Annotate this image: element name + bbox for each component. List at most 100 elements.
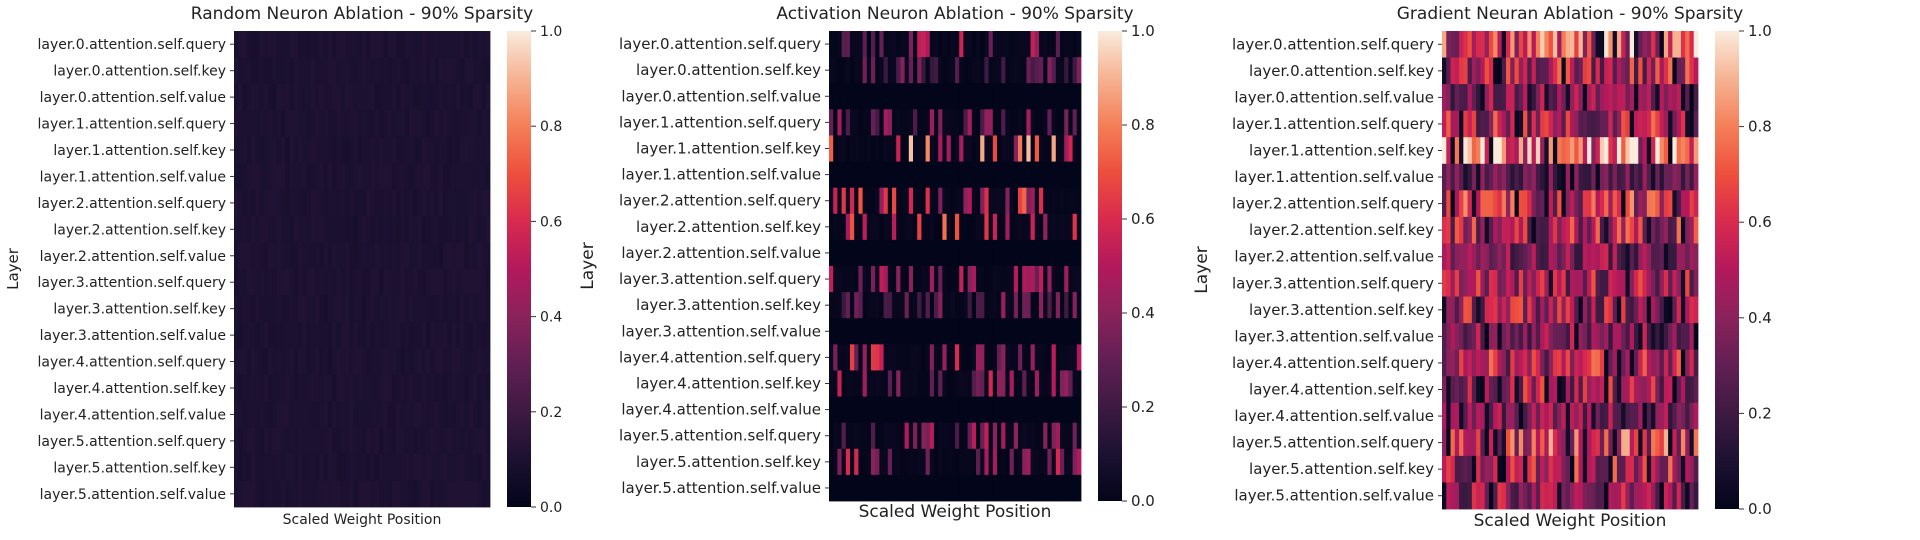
heatmap-cell xyxy=(917,396,922,424)
heatmap-cell xyxy=(967,187,973,215)
heatmap-cell xyxy=(1497,482,1503,510)
heatmap-cell xyxy=(1026,474,1031,502)
heatmap-cell xyxy=(913,31,918,58)
heatmap-cell xyxy=(438,57,444,85)
row-label: layer.0.attention.self.key xyxy=(636,61,821,79)
heatmap-cell xyxy=(1552,31,1558,58)
heatmap-cell xyxy=(289,110,295,138)
heatmap-cell xyxy=(1540,429,1545,457)
heatmap-cell xyxy=(319,427,324,455)
heatmap-cell xyxy=(417,110,423,138)
heatmap-cell xyxy=(1676,110,1682,138)
heatmap-cell xyxy=(340,83,346,111)
colorbar-tick-label: 0.0 xyxy=(1131,492,1155,510)
heatmap-cell xyxy=(1064,292,1069,319)
heatmap-cell xyxy=(1022,292,1027,319)
heatmap-cell xyxy=(1621,190,1626,218)
heatmap-cell xyxy=(379,31,384,58)
heatmap-cell xyxy=(302,136,307,164)
heatmap-cell xyxy=(302,57,307,85)
heatmap-cell xyxy=(327,269,333,296)
heatmap-cell xyxy=(1599,270,1605,297)
heatmap-cell xyxy=(963,187,968,215)
heatmap-cell xyxy=(1621,243,1626,271)
heatmap-cell xyxy=(259,401,265,429)
heatmap-cell xyxy=(1463,376,1468,404)
heatmap-cell xyxy=(1591,110,1596,138)
heatmap-cell xyxy=(992,83,998,110)
heatmap-cell xyxy=(332,83,337,111)
heatmap-cell xyxy=(293,57,299,85)
heatmap-cell xyxy=(1540,243,1545,271)
row-label: layer.4.attention.self.key xyxy=(1249,381,1434,399)
heatmap-cell xyxy=(1497,190,1503,218)
heatmap-cell xyxy=(917,344,922,371)
heatmap-cell xyxy=(850,448,855,476)
heatmap-cell xyxy=(1642,296,1648,324)
heatmap-cell xyxy=(268,454,273,481)
heatmap-cell xyxy=(289,454,295,481)
heatmap-cell xyxy=(280,31,286,58)
heatmap-cell xyxy=(1009,292,1015,319)
heatmap-cell xyxy=(1527,110,1532,138)
heatmap-cell xyxy=(946,57,952,84)
heatmap-cell xyxy=(1523,57,1528,85)
heatmap-cell xyxy=(883,448,889,476)
heatmap-cell xyxy=(1497,429,1503,457)
heatmap-cell xyxy=(408,136,414,164)
heatmap-cell xyxy=(438,374,444,402)
heatmap-cell xyxy=(934,266,939,293)
heatmap-cell xyxy=(1552,376,1558,404)
heatmap-cell xyxy=(408,269,414,296)
heatmap-cell xyxy=(481,110,487,138)
heatmap-cell xyxy=(1026,292,1031,319)
heatmap-cell xyxy=(1471,137,1477,165)
heatmap-cell xyxy=(323,189,329,217)
heatmap-cell xyxy=(404,454,410,481)
heatmap-cell xyxy=(1484,455,1490,483)
chart-title: Random Neuron Ablation - 90% Sparsity xyxy=(191,4,533,24)
heatmap-cell xyxy=(1022,109,1027,136)
heatmap-cell xyxy=(829,83,834,110)
heatmap-cell xyxy=(1459,323,1464,351)
heatmap-cell xyxy=(997,83,1002,110)
heatmap-cell xyxy=(1651,243,1656,271)
heatmap-cell xyxy=(1552,323,1558,351)
heatmap-cell xyxy=(913,396,918,424)
heatmap-cell xyxy=(1548,110,1554,138)
heatmap-cell xyxy=(353,348,359,376)
heatmap-cell xyxy=(272,163,278,191)
heatmap-cell xyxy=(1582,163,1588,191)
heatmap-cell xyxy=(833,266,838,293)
heatmap-cell xyxy=(913,109,918,136)
heatmap-cell xyxy=(1570,190,1575,218)
heatmap-cell xyxy=(455,189,461,217)
heatmap-cell xyxy=(1621,163,1626,191)
heatmap-cell xyxy=(1629,270,1635,297)
heatmap-cell xyxy=(934,370,939,397)
heatmap-cell xyxy=(1076,213,1082,241)
heatmap-cell xyxy=(1034,213,1040,241)
heatmap-cell xyxy=(1467,349,1473,377)
heatmap-cell xyxy=(255,83,260,111)
heatmap-cell xyxy=(900,318,905,345)
heatmap-cell xyxy=(1450,455,1456,483)
heatmap-cell xyxy=(841,474,847,502)
heatmap-cell xyxy=(332,216,337,243)
heatmap-cell xyxy=(374,110,380,138)
heatmap-cell xyxy=(1493,323,1498,351)
heatmap-cell xyxy=(1599,137,1605,165)
heatmap-cell xyxy=(370,83,376,111)
heatmap-cell xyxy=(362,269,367,296)
heatmap-cell xyxy=(1506,455,1511,483)
heatmap-cell xyxy=(946,161,952,189)
heatmap-cell xyxy=(1685,137,1690,165)
heatmap-cell xyxy=(289,374,295,402)
row-label: layer.1.attention.self.value xyxy=(40,169,226,185)
heatmap-cell xyxy=(1527,190,1532,218)
heatmap-cell xyxy=(1638,482,1643,510)
heatmap-cell xyxy=(1030,31,1036,58)
heatmap-cell xyxy=(349,136,354,164)
heatmap-cell xyxy=(1018,213,1023,241)
heatmap-cell xyxy=(408,31,414,58)
